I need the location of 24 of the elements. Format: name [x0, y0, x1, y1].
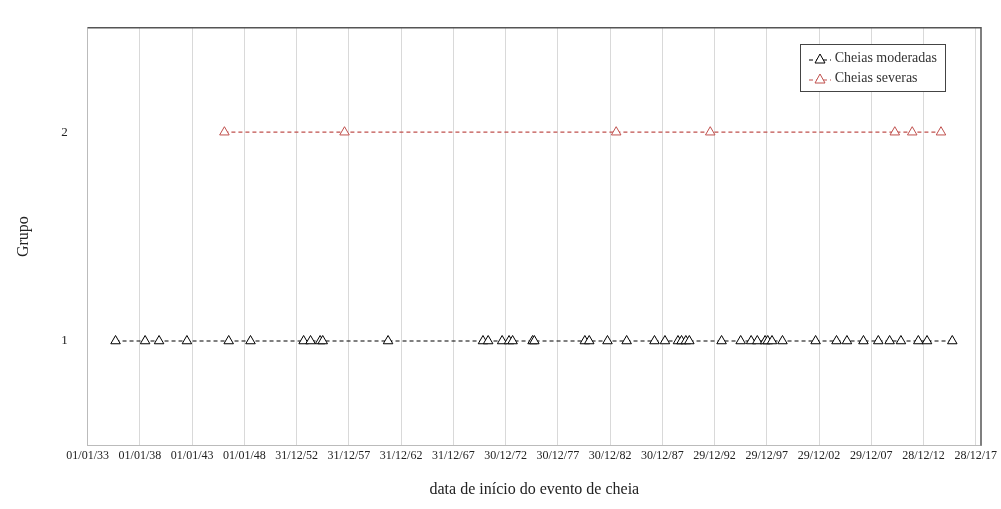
x-tick-label: 31/12/52: [275, 447, 318, 462]
x-tick-label: 31/12/62: [379, 447, 423, 462]
legend-label: Cheias moderadas: [834, 50, 937, 66]
x-tick-label: 30/12/82: [588, 447, 632, 462]
x-tick-label: 29/12/02: [797, 447, 841, 462]
x-tick-label: 31/12/57: [327, 447, 371, 462]
x-axis-title: data de início do evento de cheia: [429, 479, 640, 497]
x-tick-label: 01/01/43: [170, 447, 214, 462]
x-tick-label: 29/12/07: [849, 447, 893, 462]
y-tick-label: 1: [61, 332, 68, 348]
x-tick-label: 30/12/77: [536, 447, 580, 462]
x-tick-label: 31/12/67: [432, 447, 475, 462]
x-tick-label: 30/12/72: [484, 447, 527, 462]
x-tick-label: 29/12/97: [745, 447, 789, 462]
x-tick-label: 29/12/92: [693, 447, 736, 462]
y-tick-label: 2: [61, 123, 68, 139]
x-tick-label: 01/01/33: [66, 447, 110, 462]
y-axis-title: Grupo: [13, 216, 32, 258]
x-tick-label: 28/12/12: [902, 447, 945, 462]
x-tick-label: 30/12/87: [640, 447, 684, 462]
x-tick-label: 28/12/17: [954, 447, 998, 462]
x-tick-label: 01/01/48: [223, 447, 266, 462]
x-tick-label: 01/01/38: [118, 447, 162, 462]
legend-label: Cheias severas: [834, 70, 918, 86]
